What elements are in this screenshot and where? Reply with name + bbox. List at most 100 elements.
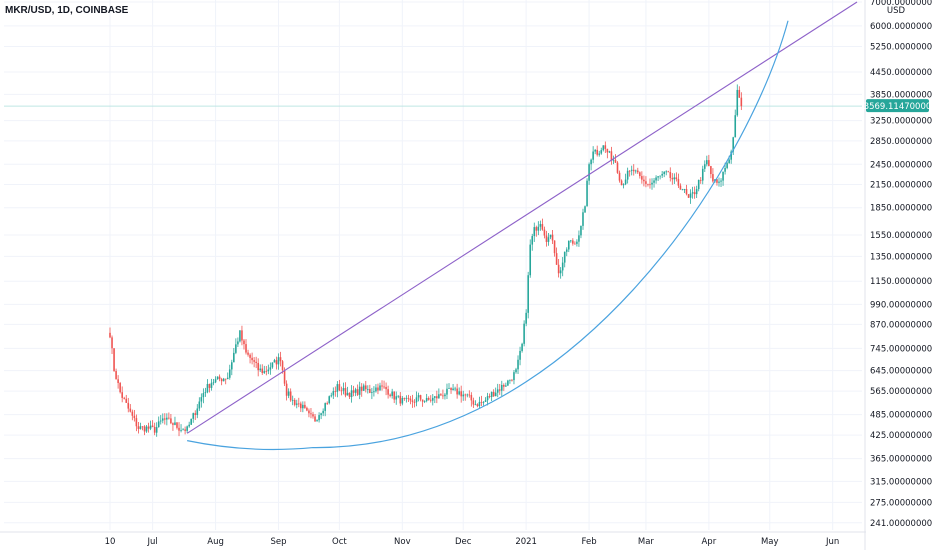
candle-body	[740, 97, 743, 107]
candle-body	[342, 388, 345, 391]
candle-body	[403, 398, 406, 399]
candle-body	[541, 224, 544, 230]
candle-body	[549, 234, 552, 238]
candle-body	[330, 395, 333, 397]
candle-body	[117, 379, 119, 383]
candle-body	[401, 398, 404, 404]
candle-body	[614, 159, 617, 163]
candle-body	[669, 172, 672, 178]
parabolic-curve-drawing[interactable]	[187, 20, 789, 451]
candle-body	[431, 397, 434, 401]
candle-body	[634, 170, 637, 172]
candle-body	[539, 224, 542, 227]
candle-body	[153, 426, 156, 433]
candle-body	[237, 341, 239, 345]
candle-body	[135, 418, 138, 427]
candle-body	[360, 386, 363, 391]
candle-body	[598, 153, 601, 155]
candle-body	[484, 400, 487, 402]
candle-body	[127, 402, 130, 409]
candle-body	[289, 391, 292, 401]
candle-body	[385, 386, 387, 390]
candle-body	[352, 390, 355, 393]
candle-body	[358, 386, 361, 395]
candle-body	[129, 408, 132, 412]
candle-body	[224, 378, 227, 380]
time-tick-label: Apr	[701, 537, 716, 547]
candle-body	[265, 371, 268, 372]
candle-body	[157, 421, 160, 428]
candle-body	[320, 413, 322, 416]
candle-body	[724, 167, 726, 172]
candle-body	[527, 275, 529, 313]
candle-body	[257, 362, 259, 371]
candle-body	[373, 391, 375, 393]
candle-body	[155, 427, 158, 433]
candle-body	[115, 371, 117, 380]
price-tick-label: 565.00000000	[870, 387, 932, 397]
candle-body	[586, 180, 588, 207]
candle-body	[503, 384, 505, 387]
price-tick-label: 315.00000000	[870, 477, 932, 487]
candle-body	[147, 426, 150, 429]
price-axis[interactable]: 7000.00000000 6000.00000000 5250.00000000 4…	[864, 0, 932, 550]
candle-body	[281, 361, 284, 371]
candle-body	[712, 174, 714, 182]
candle-body	[590, 159, 592, 165]
candle-body	[226, 377, 229, 380]
candle-body	[174, 422, 176, 425]
candle-body	[588, 164, 590, 181]
candle-body	[446, 388, 448, 395]
candle-body	[563, 251, 566, 263]
candle-body	[316, 420, 318, 422]
candle-body	[421, 399, 424, 402]
current-price-label: 3569.11470000	[864, 102, 932, 112]
candle-body	[245, 344, 247, 353]
candle-body	[434, 396, 436, 398]
candle-body	[687, 194, 690, 198]
candle-body	[572, 240, 574, 244]
candle-body	[302, 404, 304, 409]
candle-body	[612, 159, 615, 161]
candle-body	[395, 396, 398, 400]
candle-body	[716, 179, 718, 183]
candle-body	[697, 179, 700, 190]
price-tick-label: 365.00000000	[870, 455, 932, 465]
time-tick-label: Feb	[582, 537, 597, 547]
candle-body	[738, 89, 741, 98]
candle-body	[610, 151, 613, 161]
price-tick-label: 1350.00000000	[870, 252, 932, 262]
candle-body	[553, 240, 556, 254]
candle-body	[673, 177, 676, 180]
candle-body	[655, 177, 657, 181]
candle-body	[505, 385, 507, 387]
candle-body	[545, 235, 548, 242]
candle-body	[228, 369, 231, 378]
candle-body	[350, 390, 353, 398]
candle-body	[517, 359, 519, 370]
candle-body	[454, 388, 456, 390]
trendline-drawing[interactable]	[186, 1, 858, 434]
candle-body	[578, 235, 580, 242]
candle-body	[249, 354, 251, 358]
candle-body	[111, 337, 113, 349]
candle-body	[338, 384, 341, 391]
candle-body	[425, 397, 428, 401]
candle-body	[559, 270, 562, 274]
price-tick-label: 990.00000000	[870, 300, 932, 310]
candle-body	[178, 427, 180, 431]
candle-body	[561, 262, 564, 271]
candle-body	[574, 243, 576, 245]
symbol-title: MKR/USD, 1D, COINBASE	[5, 5, 129, 16]
candle-body	[647, 183, 649, 185]
candle-body	[190, 418, 192, 425]
candle-body	[149, 425, 152, 429]
candle-body	[393, 391, 395, 400]
candle-body	[409, 398, 412, 401]
candle-body	[649, 184, 651, 186]
candle-body	[328, 396, 331, 404]
candle-body	[628, 170, 631, 172]
time-axis[interactable]: 10 Jul Aug Sep Oct Nov Dec 2021 Feb Mar Apr May Jun	[0, 531, 866, 547]
candle-body	[332, 391, 335, 396]
